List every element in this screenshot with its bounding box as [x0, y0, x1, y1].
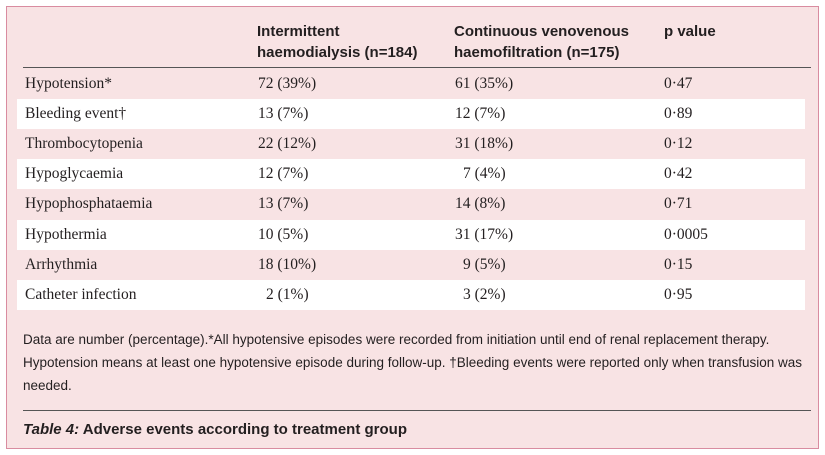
row-label: Hypophosphataemia	[25, 195, 153, 213]
table-row: Catheter infection 2 (1%) 3 (2%) 0·95	[17, 279, 805, 310]
continuous-haemofiltration-value: 7 (4%)	[463, 165, 506, 183]
p-value: 0·15	[664, 255, 693, 273]
table-row: Hypothermia 10 (5%) 31 (17%) 0·0005	[17, 219, 805, 250]
intermittent-haemodialysis-value: 22 (12%)	[258, 135, 317, 153]
column-header-line: Intermittent	[257, 23, 340, 40]
column-header-line: Continuous venovenous	[454, 23, 630, 40]
table-caption-label: Table 4:	[23, 421, 80, 438]
table-caption-text: Adverse events according to treatment gr…	[79, 421, 407, 438]
intermittent-haemodialysis-value: 18 (10%)	[258, 255, 317, 273]
table-row: Hypotension* 72 (39%) 61 (35%) 0·47	[17, 69, 805, 99]
p-value: 0·12	[664, 135, 693, 153]
intermittent-haemodialysis-value: 10 (5%)	[258, 225, 309, 243]
intermittent-haemodialysis-value: 13 (7%)	[258, 195, 309, 213]
column-header-continuous-haemofiltration: Continuous venovenous haemofiltration (n…	[454, 21, 629, 63]
table-row: Bleeding event† 13 (7%) 12 (7%) 0·89	[17, 99, 805, 130]
table-row: Hypophosphataemia 13 (7%) 14 (8%) 0·71	[17, 189, 805, 220]
column-header-line: p value	[664, 23, 716, 40]
p-value: 0·89	[664, 105, 693, 123]
row-label: Bleeding event†	[25, 105, 127, 123]
continuous-haemofiltration-value: 9 (5%)	[463, 255, 506, 273]
continuous-haemofiltration-value: 3 (2%)	[463, 285, 506, 303]
p-value: 0·71	[664, 195, 693, 213]
intermittent-haemodialysis-value: 13 (7%)	[258, 105, 309, 123]
table-panel: Intermittent haemodialysis (n=184) Conti…	[6, 6, 819, 449]
row-label: Catheter infection	[25, 285, 137, 303]
p-value: 0·0005	[664, 225, 708, 243]
row-label: Hypoglycaemia	[25, 165, 124, 183]
row-label: Hypothermia	[25, 225, 107, 243]
intermittent-haemodialysis-value: 2 (1%)	[266, 285, 309, 303]
continuous-haemofiltration-value: 31 (18%)	[455, 135, 514, 153]
continuous-haemofiltration-value: 14 (8%)	[455, 195, 506, 213]
row-label: Thrombocytopenia	[25, 135, 143, 153]
row-label: Arrhythmia	[25, 255, 98, 273]
column-header-line: haemodialysis (n=184)	[257, 44, 418, 61]
column-header-p-value: p value	[664, 21, 716, 42]
continuous-haemofiltration-value: 31 (17%)	[455, 225, 514, 243]
table-footnote: Data are number (percentage).*All hypote…	[23, 332, 802, 393]
intermittent-haemodialysis-value: 72 (39%)	[258, 75, 317, 92]
column-header-intermittent-haemodialysis: Intermittent haemodialysis (n=184)	[257, 21, 418, 63]
p-value: 0·42	[664, 165, 693, 183]
table-row: Hypoglycaemia 12 (7%) 7 (4%) 0·42	[17, 159, 805, 190]
column-header-line: haemofiltration (n=175)	[454, 44, 620, 61]
continuous-haemofiltration-value: 12 (7%)	[455, 105, 506, 123]
table-row: Thrombocytopenia 22 (12%) 31 (18%) 0·12	[17, 129, 805, 160]
caption-divider	[23, 410, 811, 411]
table-row: Arrhythmia 18 (10%) 9 (5%) 0·15	[17, 249, 805, 280]
continuous-haemofiltration-value: 61 (35%)	[455, 75, 514, 92]
table-caption: Table 4: Adverse events according to tre…	[23, 420, 407, 440]
p-value: 0·95	[664, 285, 693, 303]
intermittent-haemodialysis-value: 12 (7%)	[258, 165, 309, 183]
row-label: Hypotension*	[25, 75, 112, 92]
header-divider	[23, 67, 811, 68]
p-value: 0·47	[664, 75, 693, 92]
